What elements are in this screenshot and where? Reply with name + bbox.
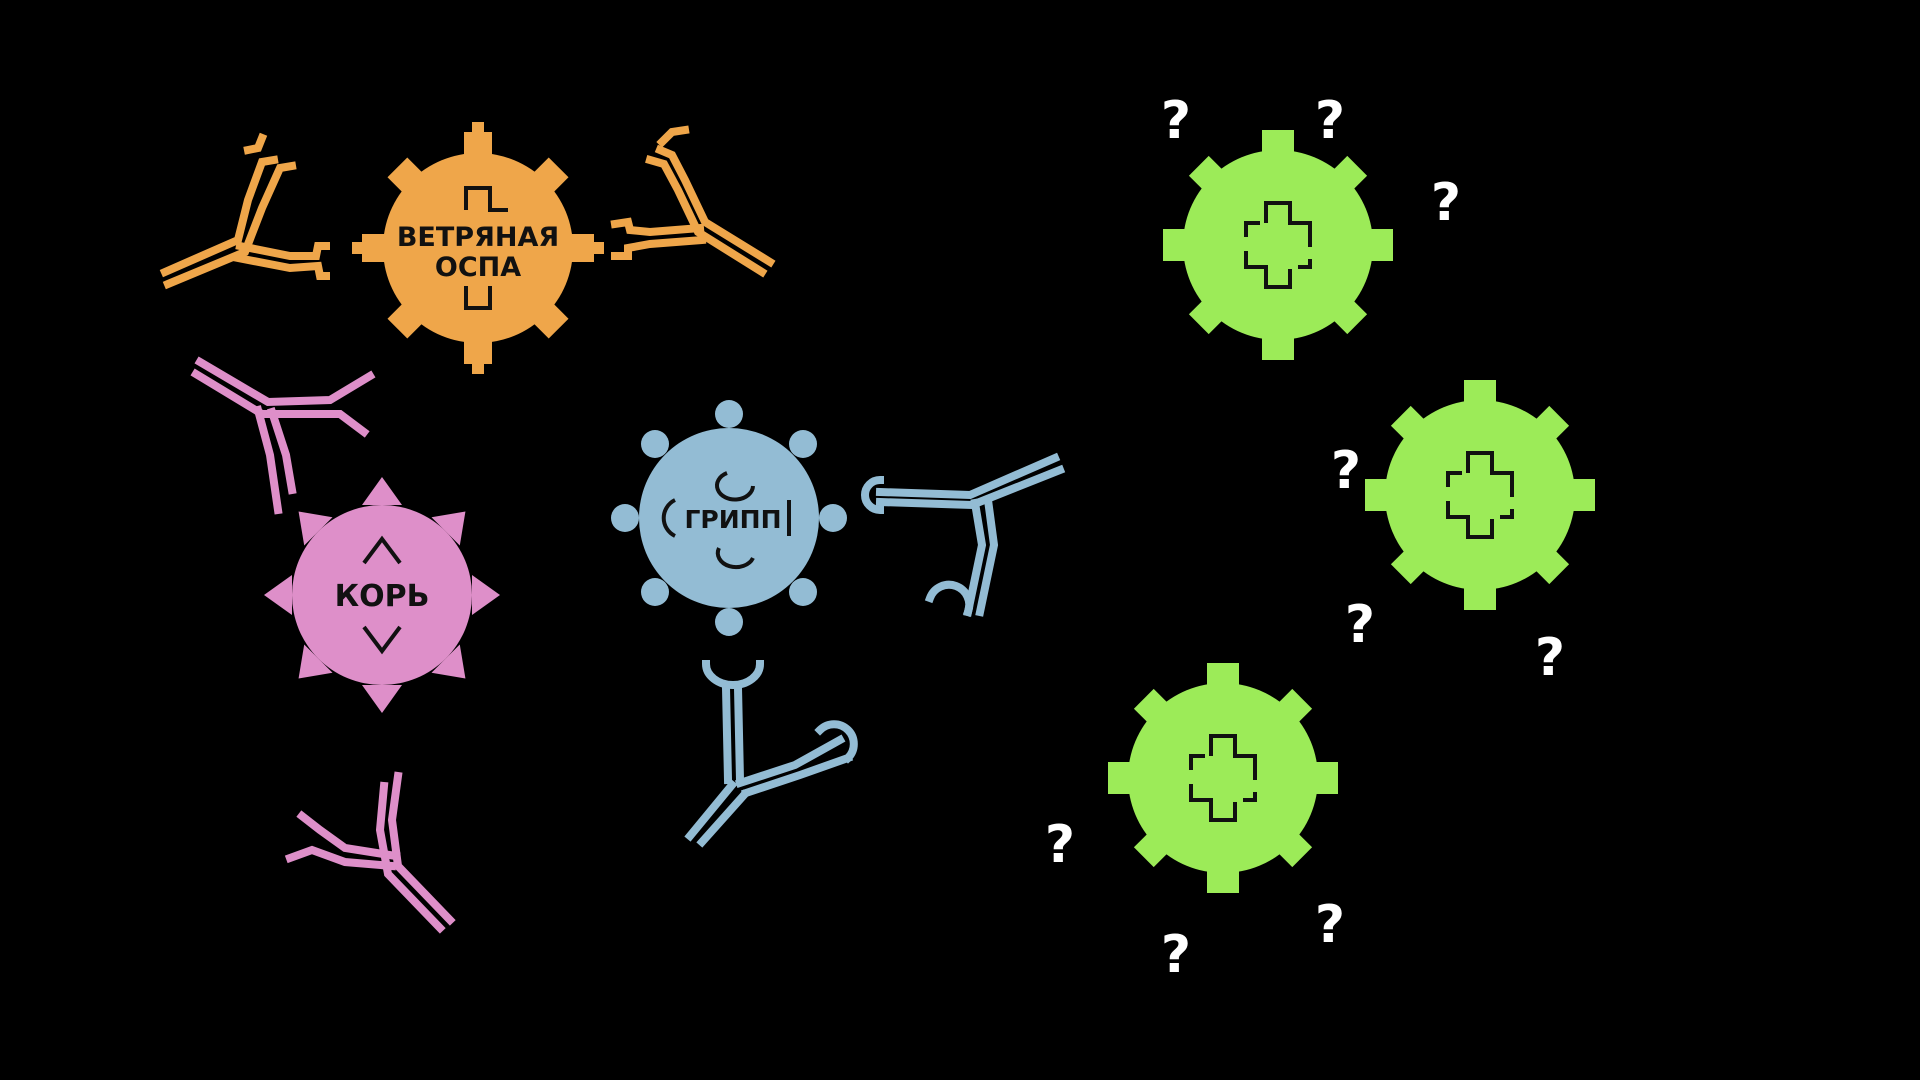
measles-caret-up-icon <box>362 535 402 565</box>
unknown-cross-icon <box>1189 734 1257 822</box>
measles-caret-down-icon <box>362 625 402 655</box>
question-mark: ? <box>1315 895 1345 955</box>
chickenpox-antibody-left <box>159 132 330 290</box>
unknown-cross-icon <box>1446 451 1514 539</box>
flu-ring-top-icon <box>715 471 755 502</box>
question-mark: ? <box>1045 815 1075 875</box>
measles-virus: КОРЬ <box>264 477 500 713</box>
chickenpox-label-line2: ОСПА <box>435 252 521 283</box>
flu-label: ГРИПП <box>684 505 781 534</box>
question-mark: ? <box>1315 91 1345 151</box>
chickenpox-cross-icon <box>464 186 508 212</box>
measles-label: КОРЬ <box>335 579 430 614</box>
measles-antibody-bottom <box>284 771 456 934</box>
unknown-virus-1 <box>1163 130 1393 360</box>
question-mark: ? <box>1161 925 1191 985</box>
chickenpox-label-line1: ВЕТРЯНАЯ <box>397 222 559 253</box>
measles-antibody-top <box>190 356 376 515</box>
question-mark: ? <box>1345 595 1375 655</box>
flu-virus: ГРИПП <box>611 400 847 636</box>
question-mark: ? <box>1431 173 1461 233</box>
chickenpox-antibody-right <box>610 125 776 278</box>
flu-antibody-right <box>861 452 1066 618</box>
flu-antibody-bottom <box>684 659 858 848</box>
flu-ring-bottom-icon <box>715 547 755 570</box>
chickenpox-virus: ВЕТРЯНАЯ ОСПА <box>352 122 604 374</box>
unknown-virus-2 <box>1365 380 1595 610</box>
question-mark: ? <box>1161 91 1191 151</box>
question-mark: ? <box>1331 441 1361 501</box>
unknown-virus-3 <box>1108 663 1338 893</box>
question-mark: ? <box>1535 628 1565 688</box>
unknown-cross-icon <box>1244 201 1312 289</box>
